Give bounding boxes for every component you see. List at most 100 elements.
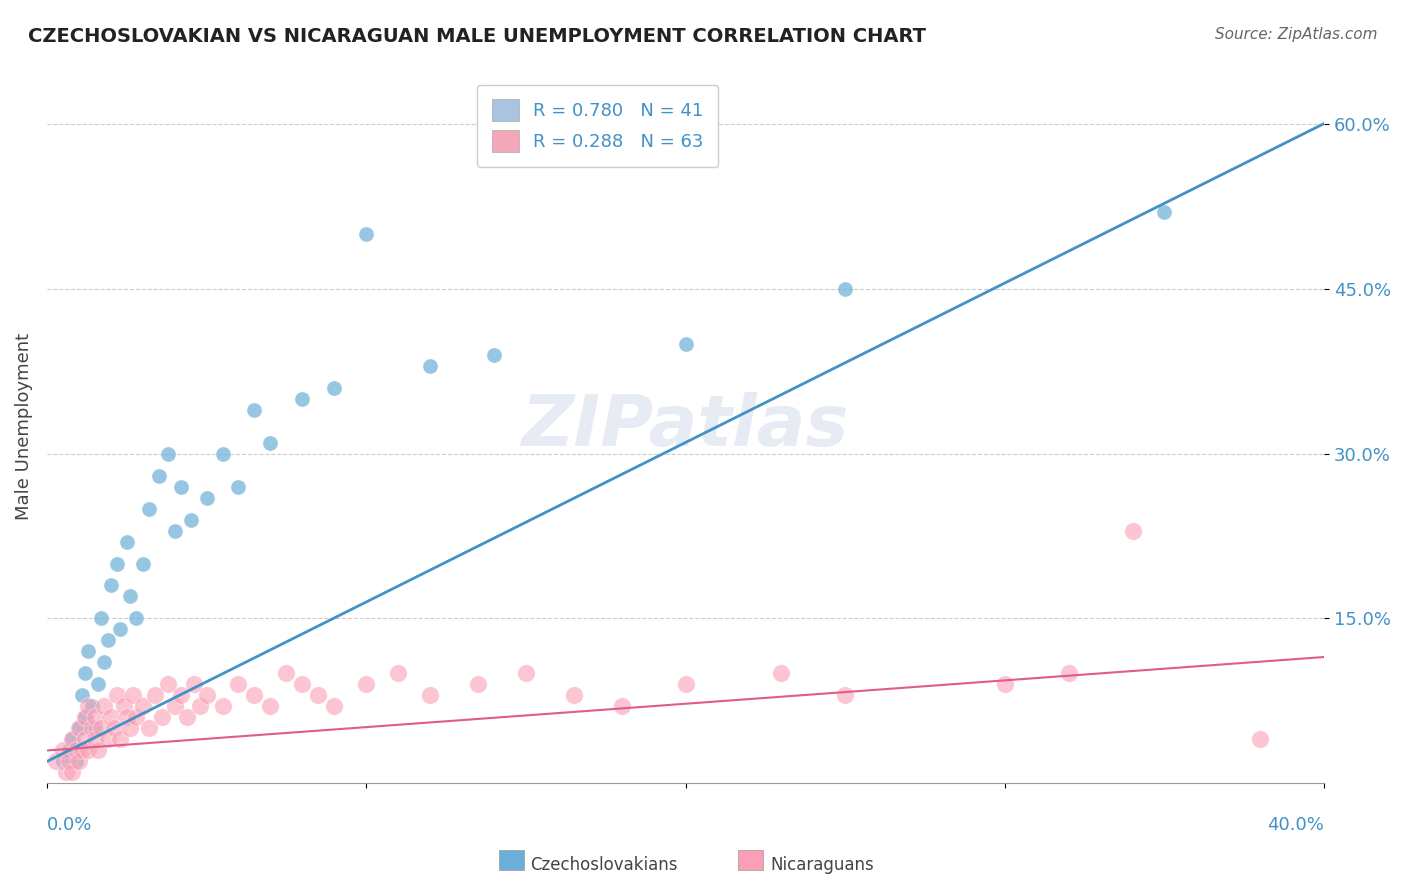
Text: ZIPatlas: ZIPatlas — [522, 392, 849, 460]
Point — [115, 534, 138, 549]
Point — [96, 732, 118, 747]
Point — [228, 677, 250, 691]
Point — [93, 699, 115, 714]
Point — [482, 347, 505, 361]
Point — [83, 710, 105, 724]
Point — [100, 710, 122, 724]
Point — [122, 689, 145, 703]
Point — [118, 722, 141, 736]
Point — [170, 689, 193, 703]
Point — [195, 491, 218, 505]
Point — [515, 666, 537, 681]
Point — [110, 732, 132, 747]
Text: Nicaraguans: Nicaraguans — [770, 856, 875, 874]
Point — [93, 656, 115, 670]
Point — [675, 336, 697, 351]
Point — [675, 677, 697, 691]
Text: 40.0%: 40.0% — [1267, 815, 1324, 834]
Point — [80, 699, 103, 714]
Point — [387, 666, 409, 681]
Point — [67, 755, 90, 769]
FancyBboxPatch shape — [499, 850, 524, 870]
Point — [58, 743, 80, 757]
Point — [105, 557, 128, 571]
Point — [70, 689, 93, 703]
Point — [419, 359, 441, 373]
Point — [211, 446, 233, 460]
Point — [112, 699, 135, 714]
Point — [163, 524, 186, 538]
Point — [87, 743, 110, 757]
Point — [163, 699, 186, 714]
Text: Source: ZipAtlas.com: Source: ZipAtlas.com — [1215, 27, 1378, 42]
Point — [90, 722, 112, 736]
Point — [1249, 732, 1271, 747]
Point — [65, 743, 87, 757]
Point — [77, 743, 100, 757]
Point — [195, 689, 218, 703]
Point — [419, 689, 441, 703]
Point — [125, 710, 148, 724]
Text: Czechoslovakians: Czechoslovakians — [530, 856, 678, 874]
Point — [110, 623, 132, 637]
Point — [770, 666, 793, 681]
Point — [467, 677, 489, 691]
Point — [834, 281, 856, 295]
Point — [138, 501, 160, 516]
Point — [87, 677, 110, 691]
Point — [243, 402, 266, 417]
Point — [65, 755, 87, 769]
Point — [323, 699, 346, 714]
Point — [125, 611, 148, 625]
Point — [291, 677, 314, 691]
Point — [834, 689, 856, 703]
Point — [211, 699, 233, 714]
Point — [176, 710, 198, 724]
Point — [75, 710, 97, 724]
Point — [610, 699, 633, 714]
Point — [243, 689, 266, 703]
Point — [354, 677, 377, 691]
Point — [170, 479, 193, 493]
Point — [259, 699, 281, 714]
Point — [77, 699, 100, 714]
Point — [131, 557, 153, 571]
Text: CZECHOSLOVAKIAN VS NICARAGUAN MALE UNEMPLOYMENT CORRELATION CHART: CZECHOSLOVAKIAN VS NICARAGUAN MALE UNEMP… — [28, 27, 927, 45]
Point — [75, 666, 97, 681]
Point — [75, 710, 97, 724]
Point — [259, 435, 281, 450]
Point — [183, 677, 205, 691]
Point — [994, 677, 1017, 691]
Point — [138, 722, 160, 736]
Point — [75, 732, 97, 747]
Point — [83, 732, 105, 747]
Point — [180, 512, 202, 526]
Point — [67, 722, 90, 736]
Point — [188, 699, 211, 714]
Text: 0.0%: 0.0% — [46, 815, 93, 834]
Point — [1122, 524, 1144, 538]
Point — [62, 732, 84, 747]
Point — [77, 644, 100, 658]
Point — [307, 689, 329, 703]
Point — [1153, 204, 1175, 219]
Point — [62, 732, 84, 747]
Point — [115, 710, 138, 724]
Legend: R = 0.780   N = 41, R = 0.288   N = 63: R = 0.780 N = 41, R = 0.288 N = 63 — [478, 85, 718, 167]
Point — [131, 699, 153, 714]
Point — [150, 710, 173, 724]
Point — [45, 755, 67, 769]
Point — [80, 722, 103, 736]
Point — [100, 578, 122, 592]
Point — [83, 722, 105, 736]
Point — [228, 479, 250, 493]
Point — [52, 755, 75, 769]
Point — [1057, 666, 1080, 681]
Point — [562, 689, 585, 703]
Point — [103, 722, 125, 736]
Point — [354, 227, 377, 241]
Point — [62, 765, 84, 780]
Point — [52, 743, 75, 757]
Point — [67, 722, 90, 736]
Point — [118, 590, 141, 604]
